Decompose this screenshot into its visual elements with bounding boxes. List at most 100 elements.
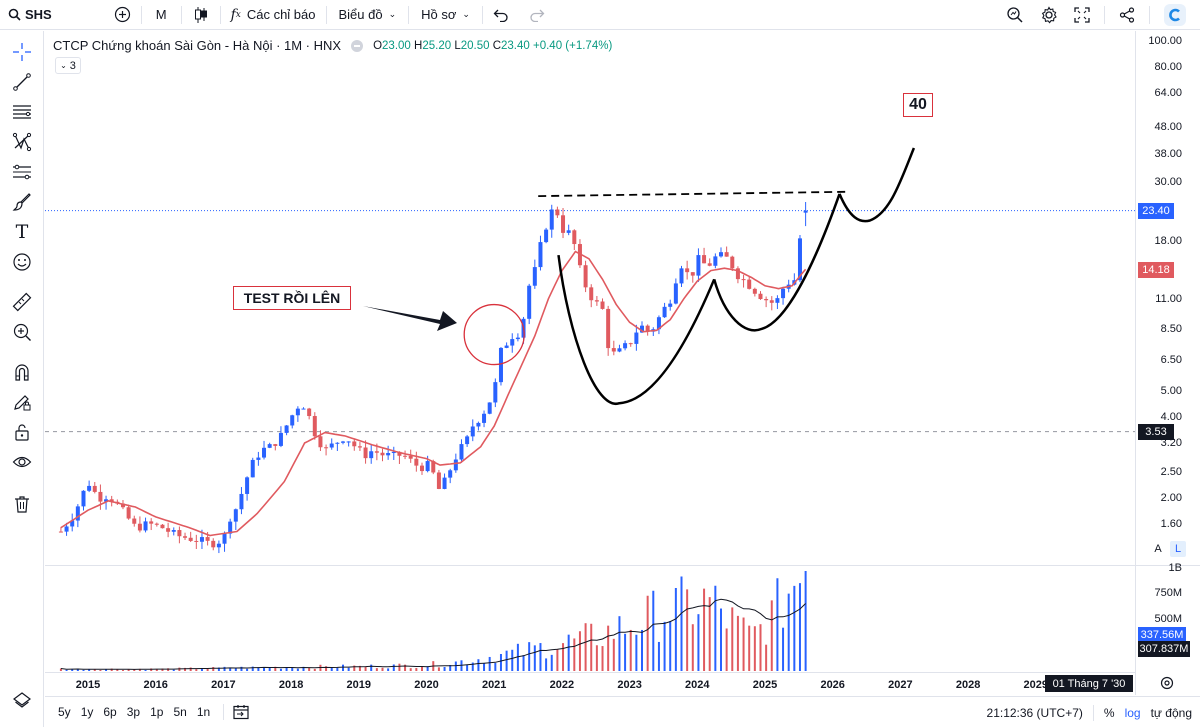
candle-body: [459, 444, 464, 460]
candle-body: [205, 537, 210, 541]
annotation-target-label[interactable]: 40: [903, 93, 933, 117]
range-1m-button[interactable]: 1p: [150, 705, 164, 719]
candle-body: [623, 343, 628, 349]
redo-button[interactable]: [519, 0, 555, 30]
magnet-icon: [12, 362, 32, 382]
zoom-in-tool[interactable]: [7, 317, 37, 347]
candle-body: [606, 308, 611, 349]
price-axis-label: 18.00: [1154, 235, 1182, 248]
candle-body: [374, 451, 379, 453]
candle-body: [645, 325, 650, 332]
app-logo[interactable]: [1156, 0, 1200, 30]
candlestick-icon: [194, 6, 208, 24]
close-label: C: [492, 39, 502, 52]
price-axis-label: 2.50: [1160, 465, 1182, 478]
log-scale-toggle[interactable]: log: [1124, 705, 1141, 720]
stay-drawing-tool[interactable]: [7, 387, 37, 417]
emoji-tool[interactable]: [7, 247, 37, 277]
auto-scale-toggle[interactable]: tự động: [1150, 705, 1192, 720]
candle-body: [515, 337, 520, 340]
annotation-target-text: 40: [909, 96, 927, 113]
profile-dropdown[interactable]: Hồ sơ ⌄: [409, 0, 482, 30]
clock-display[interactable]: 21:12:36 (UTC+7): [986, 705, 1083, 720]
goto-date-button[interactable]: [232, 703, 250, 721]
range-5y-button[interactable]: 5y: [58, 705, 71, 719]
indicators-label: Các chỉ báo: [246, 7, 316, 22]
candle-body: [549, 209, 554, 230]
chart-type-dropdown[interactable]: Biểu đồ ⌄: [327, 0, 409, 30]
magnifier-chart-icon: [1006, 6, 1024, 24]
crosshair-icon: [12, 42, 32, 62]
magnet-tool[interactable]: [7, 357, 37, 387]
candle-body: [137, 523, 142, 531]
candle-body: [425, 461, 430, 472]
range-5d-button[interactable]: 5n: [173, 705, 187, 719]
candle-body: [679, 268, 684, 284]
symbol-search-button[interactable]: SHS: [0, 0, 104, 30]
resistance-line-drawing: [538, 190, 847, 198]
range-3m-button[interactable]: 3p: [126, 705, 141, 719]
annotation-test-label[interactable]: TEST RỒI LÊN: [233, 286, 351, 310]
candle-body: [527, 285, 532, 319]
price-axis-label: 80.00: [1154, 61, 1182, 74]
percent-scale-button[interactable]: %: [1103, 705, 1115, 720]
candle-body: [713, 256, 718, 266]
time-axis-label: 2029: [1023, 679, 1049, 691]
indicators-collapse-button[interactable]: ⌄ 3: [55, 57, 81, 74]
range-1d-button[interactable]: 1n: [196, 705, 211, 719]
toolbar-divider: [481, 5, 483, 24]
interval-button[interactable]: M: [142, 0, 181, 30]
price-axis[interactable]: 23.40 14.18 3.53 A L 1B 750M 500M 337.56…: [1135, 31, 1200, 695]
candle-body: [628, 343, 633, 345]
legend-title[interactable]: CTCP Chứng khoán Sài Gòn - Hà Nội · 1M ·…: [53, 38, 342, 53]
toolbar-divider: [140, 5, 142, 24]
candle-body: [476, 422, 481, 427]
quick-search-button[interactable]: [998, 0, 1032, 30]
candle-body: [696, 255, 701, 276]
time-axis-label: 2018: [278, 679, 304, 691]
candle-body: [493, 382, 498, 403]
horizontal-lines-tool[interactable]: [7, 97, 37, 127]
price-axis-label: 38.00: [1154, 148, 1182, 161]
log-scale-button[interactable]: L: [1170, 541, 1186, 557]
candle-body: [120, 503, 125, 508]
lock-drawings-tool[interactable]: [7, 417, 37, 447]
range-6m-button[interactable]: 6p: [103, 705, 117, 719]
pattern-tool[interactable]: [7, 127, 37, 157]
text-tool[interactable]: T: [7, 217, 37, 247]
price-axis-label: 8.50: [1160, 322, 1182, 335]
candle-body: [98, 491, 103, 502]
volume-axis-label: 500M: [1154, 613, 1182, 625]
candle-body: [132, 518, 137, 524]
measure-tool[interactable]: [7, 287, 37, 317]
share-button[interactable]: [1111, 0, 1143, 30]
range-1y-button[interactable]: 1y: [80, 705, 94, 719]
ma-value-badge: 14.18: [1138, 262, 1174, 278]
remove-drawings-tool[interactable]: [7, 489, 37, 519]
candle-body: [589, 287, 594, 301]
auto-scale-button[interactable]: A: [1154, 543, 1162, 555]
object-tree-tool[interactable]: [7, 685, 37, 715]
close-value: 23.40: [501, 39, 530, 52]
time-axis-settings-button[interactable]: [1160, 676, 1174, 690]
candle-body: [318, 436, 323, 448]
forecast-tool[interactable]: [7, 157, 37, 187]
candles-style-button[interactable]: [182, 0, 220, 30]
brush-tool[interactable]: [7, 187, 37, 217]
trendline-tool[interactable]: [7, 67, 37, 97]
time-axis[interactable]: 2015 2016 2017 2018 2019 2020 2021 2022 2023 2024…: [45, 672, 1135, 696]
settings-button[interactable]: [1032, 0, 1066, 30]
hide-drawings-tool[interactable]: [7, 447, 37, 477]
open-value: 23.00: [382, 39, 411, 52]
candle-body: [239, 493, 244, 510]
undo-button[interactable]: [483, 0, 519, 30]
price-chart[interactable]: [45, 31, 1135, 672]
chevron-down-icon: ⌄: [388, 9, 397, 19]
bottom-toolbar: 5y 1y 6p 3p 1p 5n 1n 21:12:36 (UTC+7) % …: [45, 696, 1200, 727]
fullscreen-button[interactable]: [1066, 0, 1098, 30]
candle-body: [690, 272, 695, 276]
compare-symbol-button[interactable]: [104, 0, 141, 30]
crosshair-tool[interactable]: [7, 37, 37, 67]
candle-body: [250, 459, 255, 478]
